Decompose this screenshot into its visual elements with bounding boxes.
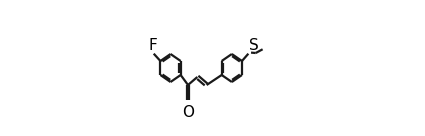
Text: O: O: [182, 105, 194, 120]
Text: S: S: [249, 38, 258, 53]
Text: F: F: [149, 38, 157, 53]
